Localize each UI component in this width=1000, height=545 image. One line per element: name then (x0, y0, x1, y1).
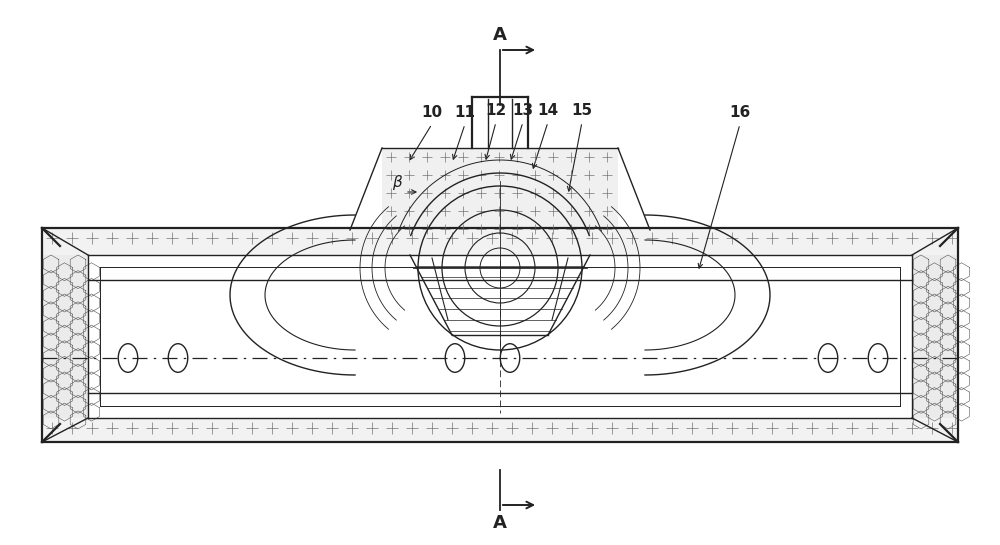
Text: 10: 10 (421, 105, 443, 119)
Bar (42, 418, 958, 442)
Text: 14: 14 (537, 102, 559, 118)
Text: A: A (493, 514, 507, 532)
Bar (382, 148, 618, 230)
Text: A: A (493, 26, 507, 44)
Text: 11: 11 (454, 105, 476, 119)
Text: 16: 16 (729, 105, 751, 119)
Text: 12: 12 (485, 102, 507, 118)
Bar (42, 228, 958, 255)
Bar (912, 255, 958, 418)
Text: 15: 15 (571, 102, 593, 118)
Text: 13: 13 (512, 102, 534, 118)
Bar (42, 255, 88, 418)
Text: β: β (392, 174, 402, 190)
